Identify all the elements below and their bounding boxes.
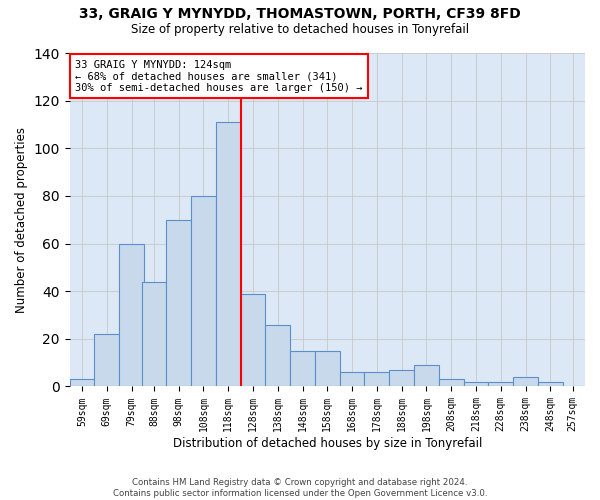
Bar bbox=[513, 377, 538, 386]
Bar bbox=[464, 382, 488, 386]
Bar bbox=[340, 372, 364, 386]
Bar bbox=[216, 122, 241, 386]
Text: Size of property relative to detached houses in Tonyrefail: Size of property relative to detached ho… bbox=[131, 22, 469, 36]
Text: 33 GRAIG Y MYNYDD: 124sqm
← 68% of detached houses are smaller (341)
30% of semi: 33 GRAIG Y MYNYDD: 124sqm ← 68% of detac… bbox=[75, 60, 362, 93]
Bar bbox=[191, 196, 216, 386]
Text: Contains HM Land Registry data © Crown copyright and database right 2024.
Contai: Contains HM Land Registry data © Crown c… bbox=[113, 478, 487, 498]
Bar bbox=[70, 380, 94, 386]
Bar bbox=[290, 350, 315, 386]
Bar bbox=[315, 350, 340, 386]
Text: 33, GRAIG Y MYNYDD, THOMASTOWN, PORTH, CF39 8FD: 33, GRAIG Y MYNYDD, THOMASTOWN, PORTH, C… bbox=[79, 8, 521, 22]
Bar bbox=[142, 282, 166, 387]
Bar bbox=[488, 382, 513, 386]
Bar bbox=[166, 220, 191, 386]
X-axis label: Distribution of detached houses by size in Tonyrefail: Distribution of detached houses by size … bbox=[173, 437, 482, 450]
Bar bbox=[389, 370, 414, 386]
Bar bbox=[439, 380, 464, 386]
Bar bbox=[265, 324, 290, 386]
Bar bbox=[94, 334, 119, 386]
Bar bbox=[241, 294, 265, 386]
Bar bbox=[538, 382, 563, 386]
Bar bbox=[364, 372, 389, 386]
Bar bbox=[119, 244, 144, 386]
Bar bbox=[414, 365, 439, 386]
Y-axis label: Number of detached properties: Number of detached properties bbox=[15, 126, 28, 312]
